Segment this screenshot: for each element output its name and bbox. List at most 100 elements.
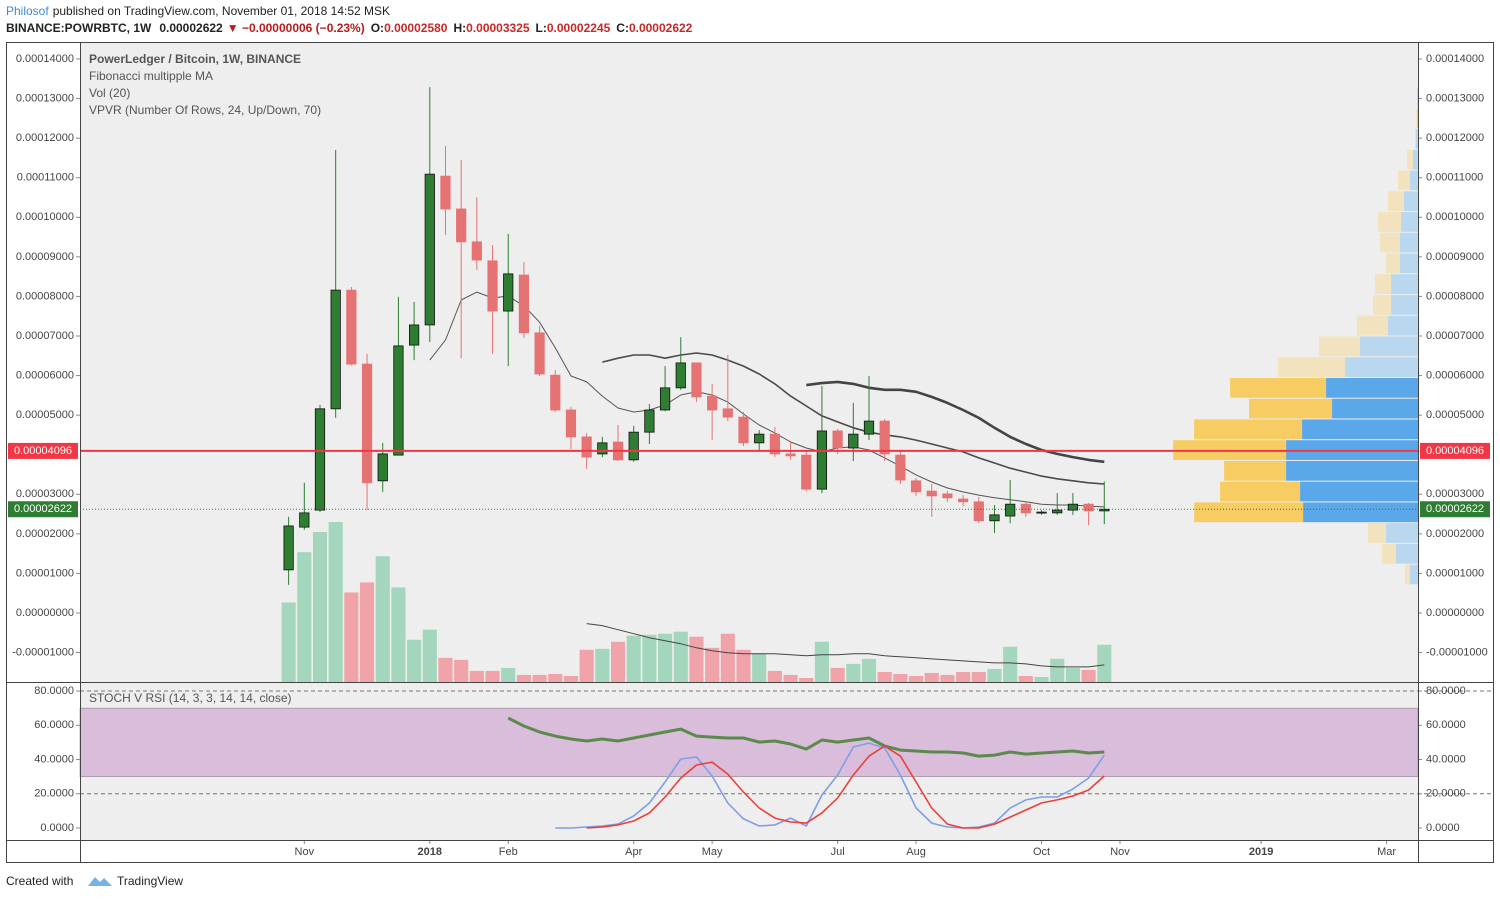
vpvr-up [1416,129,1418,149]
vpvr-up [1345,357,1418,377]
candle-body [534,332,545,375]
candle-body [361,363,373,484]
price-tag [1420,442,1490,459]
stoch-line [555,742,1105,829]
vpvr-down [1407,149,1414,170]
candle-body [565,409,577,438]
vpvr-down [1382,543,1397,564]
vpvr-down [1319,336,1361,357]
volume-bar [516,674,531,682]
candle-body [738,416,749,444]
vpvr-down [1230,377,1327,398]
candle-body [1052,509,1063,514]
ohlc-value: 0.00003325 [466,21,530,35]
volume-bar [752,653,767,682]
volume-bar [610,641,626,682]
x-tick-label: 2019 [1249,846,1273,858]
legend-entry: VPVR (Number Of Rows, 24, Up/Down, 70) [89,103,321,117]
volume-bar [861,658,877,682]
vpvr-up [1388,315,1418,336]
y-tick-label: -0.00001000 [1426,646,1488,658]
candle-body [1099,508,1110,512]
volume-bar [1018,675,1033,682]
y-tick-label: 60.0000 [1426,719,1466,731]
y-tick-label: 0.00003000 [16,488,74,500]
vpvr-up [1332,398,1418,419]
vpvr-down [1405,564,1411,585]
stoch-line [586,745,1105,829]
ohlc-value: 0.00002622 [629,21,693,35]
candle-body [1083,503,1094,512]
vpvr-up [1410,564,1418,585]
price-tag-label: 0.00004096 [1426,445,1484,457]
x-tick-label: Nov [295,846,315,858]
y-tick-label: 80.0000 [1426,685,1466,697]
ohlc-key: C: [616,21,629,35]
y-tick-label: 0.00011000 [17,172,74,184]
volume-bar [563,675,579,682]
candle-body [707,395,718,411]
vpvr-down [1220,481,1301,502]
volume-bar [312,532,328,682]
candle-body [487,260,498,312]
vpvr-up [1404,191,1418,212]
volume-bar [1050,658,1065,682]
y-tick-label: 20.0000 [34,788,74,800]
candle-body [769,433,780,455]
volume-bar [469,670,484,682]
candle-body [879,420,890,455]
vpvr-down [1398,170,1411,191]
y-tick-label: 0.00001000 [1426,567,1484,579]
x-tick-label: Aug [906,846,926,858]
y-tick-label: 20.0000 [1426,788,1466,800]
volume-bar [422,629,437,682]
volume-bar [720,633,735,682]
legend-entry: Vol (20) [89,86,130,100]
vpvr-up [1386,523,1418,543]
vpvr-down [1378,212,1402,232]
volume-ma [586,623,1105,668]
candle-body [895,454,906,481]
volume-bar [391,587,406,682]
created-with: Created with [6,874,73,888]
candle-body [1005,503,1016,517]
candle-body [299,512,310,528]
candle-body [330,289,341,410]
y-tick-label: 0.00014000 [16,53,74,65]
volume-bar [799,677,814,682]
y-tick-label: 0.00005000 [16,409,74,421]
y-tick-label: 60.0000 [34,719,74,731]
candle-body [848,433,859,449]
candle-body [644,409,655,433]
volume-bar [532,674,547,682]
volume-bar [438,657,453,682]
volume-bar [689,636,704,682]
volume-bar [940,674,955,682]
vpvr-down [1194,502,1304,523]
candle-body [926,490,937,497]
ohlc-key: H: [453,21,466,35]
moving-average [429,291,1105,508]
y-tick-label: 0.00010000 [1426,211,1484,223]
y-tick-label: 0.00012000 [1426,132,1484,144]
stoch-band [79,707,1419,777]
candle-body [801,454,812,490]
y-tick-label: 0.00005000 [1426,409,1484,421]
ohlc-value: 0.00002580 [384,21,448,35]
vpvr-down [1278,357,1346,377]
vpvr-down [1415,129,1417,149]
x-tick-label: Mar [1377,846,1396,858]
candle-body [628,431,639,461]
volume-bar [359,582,375,682]
vpvr-up [1326,377,1418,398]
symbol: BINANCE:POWRBTC, 1W [6,21,152,35]
candle-body [785,453,796,457]
candle-body [597,442,608,455]
volume-bar [673,631,688,682]
legend-entry: Fibonacci multipple MA [89,69,213,83]
candle-body [910,480,922,493]
vpvr-up [1286,460,1418,481]
candle-body [675,362,686,389]
candle-body [832,430,843,449]
author: Philosof [6,4,49,18]
